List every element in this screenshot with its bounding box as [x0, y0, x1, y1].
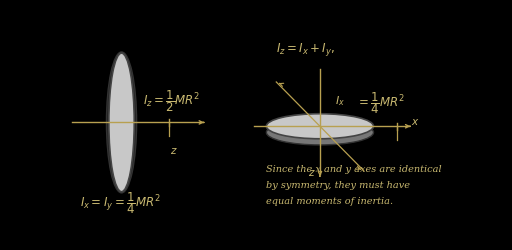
- Text: $= \dfrac{1}{4}MR^2$: $= \dfrac{1}{4}MR^2$: [356, 90, 404, 116]
- Text: Since the x and y axes are identical: Since the x and y axes are identical: [266, 165, 442, 174]
- Text: $z$: $z$: [308, 168, 315, 178]
- Text: $I_x = I_y = \dfrac{1}{4}MR^2$: $I_x = I_y = \dfrac{1}{4}MR^2$: [80, 190, 161, 216]
- Ellipse shape: [266, 120, 374, 145]
- Text: $I_x$: $I_x$: [335, 94, 345, 108]
- Text: by symmetry, they must have: by symmetry, they must have: [266, 181, 411, 190]
- Text: $I_z = \dfrac{1}{2}MR^2$: $I_z = \dfrac{1}{2}MR^2$: [143, 88, 201, 114]
- Text: equal moments of inertia.: equal moments of inertia.: [266, 198, 394, 206]
- Ellipse shape: [106, 52, 137, 193]
- Text: $z$: $z$: [170, 146, 178, 156]
- Text: $I_z = I_x + I_y,$: $I_z = I_x + I_y,$: [276, 41, 335, 58]
- Ellipse shape: [109, 53, 134, 192]
- Ellipse shape: [266, 114, 374, 139]
- Text: $x$: $x$: [411, 118, 420, 128]
